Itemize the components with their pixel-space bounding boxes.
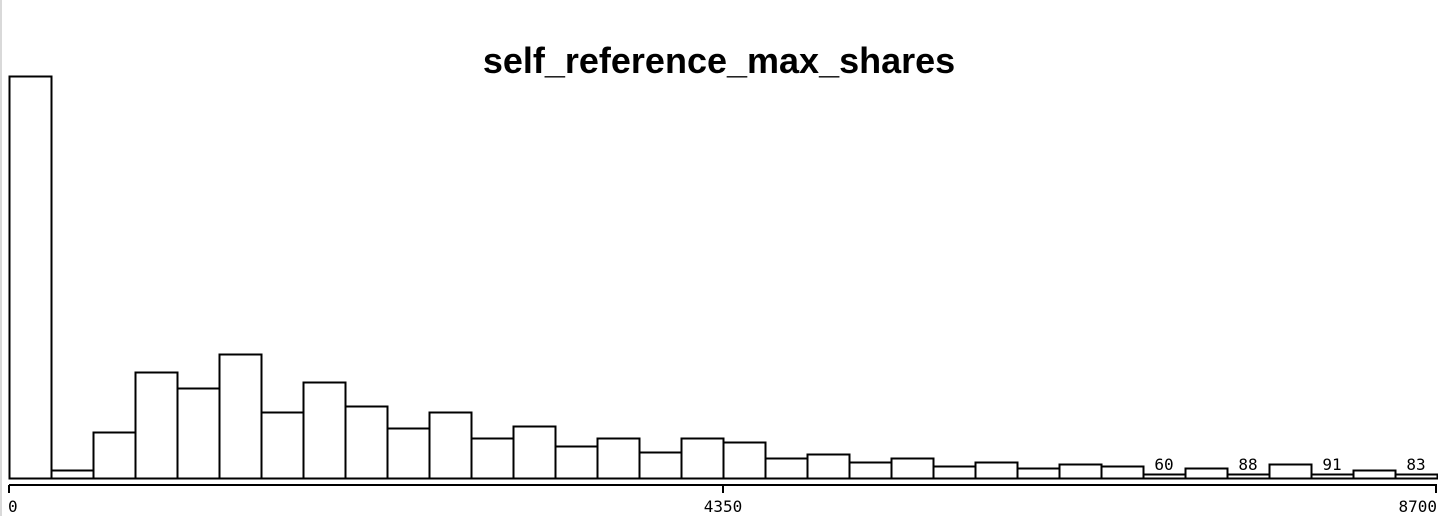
histogram-bar: [638, 451, 683, 480]
histogram-bar: [974, 461, 1019, 480]
histogram-bar: [1310, 473, 1355, 480]
bar-value-label: 91: [1322, 455, 1341, 474]
histogram-bar: [1352, 469, 1397, 480]
bar-value-label: 88: [1238, 455, 1257, 474]
histogram-bar: [134, 371, 179, 480]
histogram-bar: [344, 405, 389, 480]
histogram-bar: [932, 465, 977, 480]
chart-title: self_reference_max_shares: [482, 40, 956, 81]
x-tick-label: 4350: [704, 497, 743, 516]
histogram-bar: [1142, 473, 1187, 480]
histogram-bar: [806, 453, 851, 480]
histogram-bar: [428, 411, 473, 480]
histogram-bar: [722, 441, 767, 480]
histogram-bar: [1268, 463, 1313, 480]
histogram-bar: [218, 353, 263, 480]
histogram-bar: [848, 461, 893, 480]
histogram-bar: [302, 381, 347, 480]
histogram-bar: [50, 469, 95, 480]
histogram-bar: [890, 457, 935, 480]
x-tick-label: 8700: [1398, 497, 1437, 516]
bar-labels-group: 60 88 91 83: [1154, 455, 1425, 474]
histogram-bar: [1016, 467, 1061, 480]
histogram-bar: [512, 425, 557, 480]
histogram-bar: [680, 437, 725, 480]
x-axis: 0 4350 8700: [8, 484, 1437, 516]
histogram-bar: [176, 387, 221, 480]
histogram-bar: [470, 437, 515, 480]
histogram-bar: [260, 411, 305, 480]
bar-value-label: 83: [1406, 455, 1425, 474]
histogram-bar: [764, 457, 809, 480]
histogram-bar: [554, 445, 599, 480]
window-edge: [0, 0, 2, 516]
histogram-bar: [1058, 463, 1103, 480]
histogram-bar: [1100, 465, 1145, 480]
histogram-bar: [1226, 473, 1271, 480]
histogram-bar: [1394, 473, 1438, 480]
histogram-bar: [8, 75, 53, 480]
histogram-bar: [1184, 467, 1229, 480]
bars-group: [8, 75, 1438, 480]
histogram-bar: [596, 437, 641, 480]
histogram-bar: [92, 431, 137, 480]
histogram-bar: [386, 427, 431, 480]
bar-value-label: 60: [1154, 455, 1173, 474]
x-tick-label: 0: [8, 497, 18, 516]
